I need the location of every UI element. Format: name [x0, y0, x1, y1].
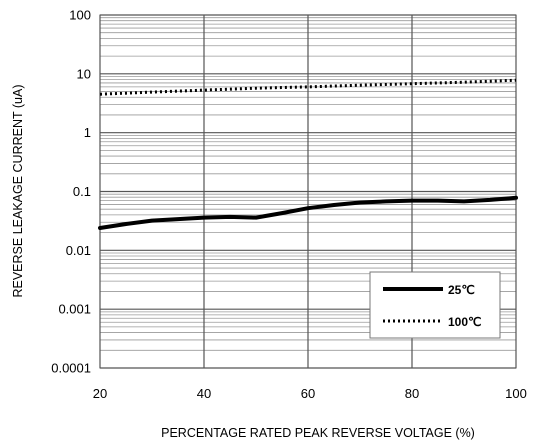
x-tick-label: 80	[405, 386, 419, 401]
legend-label-100c: 100℃	[448, 315, 482, 329]
legend: 25℃ 100℃	[370, 272, 500, 338]
x-tick-label: 20	[93, 386, 107, 401]
y-tick-label: 0.0001	[51, 361, 91, 376]
x-tick-label: 40	[197, 386, 211, 401]
y-tick-label: 100	[69, 8, 91, 23]
y-tick-label: 1	[84, 125, 91, 140]
y-tick-label: 0.001	[58, 302, 91, 317]
y-axis-title: REVERSE LEAKAGE CURRENT (uA)	[11, 84, 25, 297]
y-tick-labels: 0.0001 0.001 0.01 0.1 1 10 100	[51, 8, 91, 376]
y-tick-label: 0.1	[73, 184, 91, 199]
y-tick-label: 10	[77, 66, 91, 81]
x-tick-labels: 20 40 60 80 100	[93, 386, 527, 401]
x-tick-label: 60	[301, 386, 315, 401]
x-tick-label: 100	[505, 386, 527, 401]
y-tick-label: 0.01	[66, 243, 91, 258]
legend-label-25c: 25℃	[448, 283, 475, 297]
x-axis-title: PERCENTAGE RATED PEAK REVERSE VOLTAGE (%…	[161, 426, 475, 440]
